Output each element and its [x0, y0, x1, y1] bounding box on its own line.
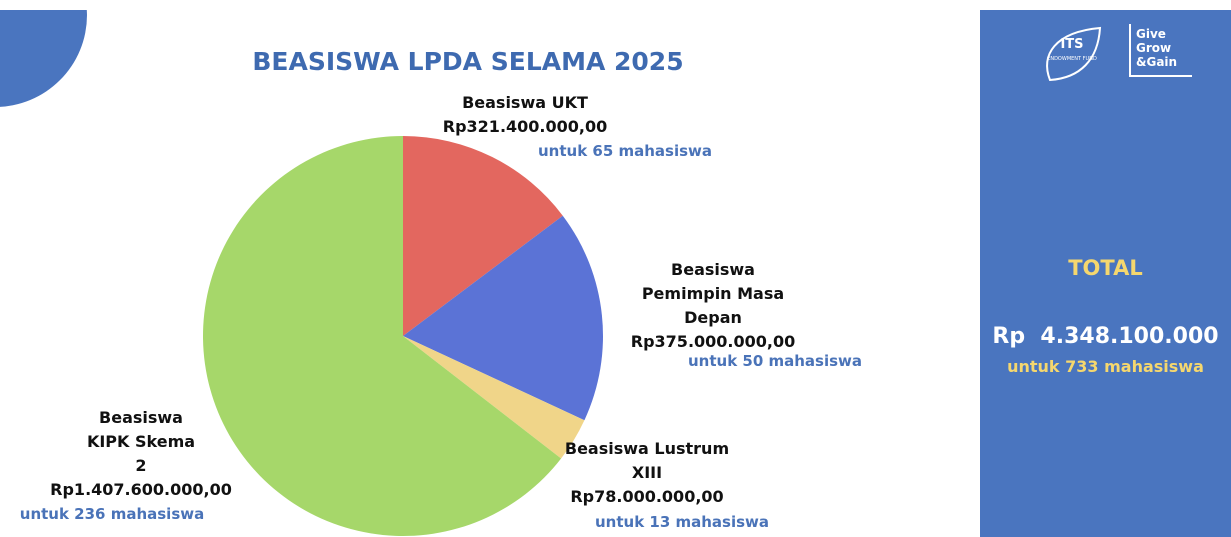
chart-title: BEASISWA LPDA SELAMA 2025 [252, 47, 683, 76]
chart: BEASISWA LPDA SELAMA 2025 [0, 0, 980, 537]
pie-slice [202, 136, 562, 537]
top-margin [0, 0, 980, 10]
slice-value: Rp375.000.000,00 [630, 332, 796, 351]
slice-value: Rp1.407.600.000,00 [50, 480, 232, 499]
slice-note: untuk 50 mahasiswa [687, 352, 863, 370]
logo-give: Give [1136, 27, 1166, 41]
slice-note: untuk 13 mahasiswa [594, 513, 770, 531]
logo-frame [1129, 24, 1192, 77]
total-label: TOTAL [1068, 256, 1143, 280]
logos: ITS ENDOWMENT FUND Give Grow &Gain [1046, 24, 1192, 82]
leaf-icon [1046, 26, 1102, 82]
logo-its-sub: ENDOWMENT FUND [1047, 56, 1097, 62]
logo-grow: Grow [1136, 41, 1171, 55]
pie-slice [403, 136, 563, 336]
total-note: untuk 733 mahasiswa [1007, 357, 1204, 376]
slice-note: untuk 236 mahasiswa [19, 505, 205, 523]
pie-slice [403, 336, 585, 459]
slice-label: Beasiswa KIPK Skema 2 [86, 408, 196, 475]
total-value: Rp 4.348.100.000 [992, 324, 1219, 349]
slice-value: Rp321.400.000,00 [442, 117, 608, 136]
pie-slice [403, 215, 603, 421]
slice-note: untuk 65 mahasiswa [537, 142, 713, 160]
slice-value: Rp78.000.000,00 [570, 487, 724, 506]
slice-label: Beasiswa Pemimpin Masa Depan [641, 260, 785, 327]
total-panel: ITS ENDOWMENT FUND Give Grow &Gain TOTAL… [980, 10, 1231, 537]
slice-label: Beasiswa Lustrum XIII [564, 439, 730, 482]
corner-decoration [0, 0, 87, 107]
logo-gain: &Gain [1136, 55, 1177, 69]
slice-label: Beasiswa UKT [462, 93, 588, 112]
logo-its: ITS [1060, 37, 1083, 52]
